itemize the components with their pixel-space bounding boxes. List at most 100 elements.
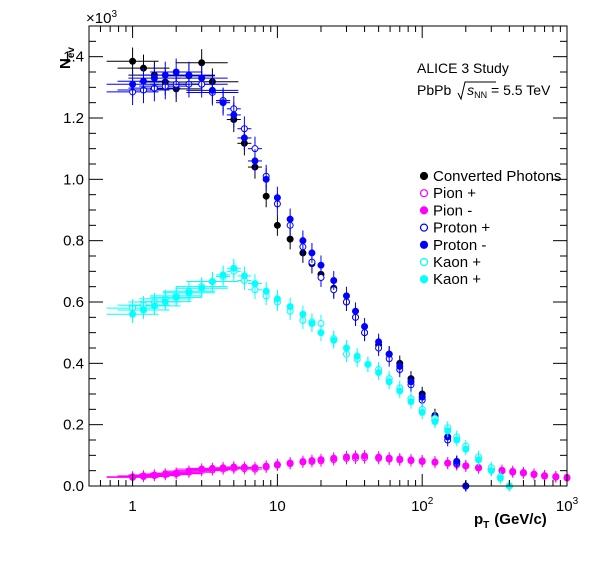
data-point — [353, 352, 361, 360]
data-point — [273, 461, 281, 469]
data-point — [342, 344, 350, 352]
data-point — [453, 457, 461, 465]
data-point — [308, 457, 316, 465]
data-point — [444, 427, 452, 435]
series-layer — [106, 47, 571, 492]
data-point — [219, 99, 227, 107]
x-tick-label: 10 — [269, 498, 286, 515]
data-point — [375, 369, 383, 377]
y-tick-label: 0.8 — [63, 233, 84, 250]
data-point — [150, 74, 158, 82]
legend-label: Converted Photons — [433, 168, 561, 185]
data-point — [219, 464, 227, 472]
data-point — [431, 458, 439, 466]
data-point — [364, 360, 372, 368]
data-point — [150, 302, 158, 310]
data-point — [330, 454, 338, 462]
data-point — [286, 303, 294, 311]
legend-label: Proton - — [433, 237, 486, 254]
data-point — [509, 467, 517, 475]
data-point — [342, 292, 350, 300]
y-tick-label: 1.2 — [63, 110, 84, 127]
data-point — [317, 456, 325, 464]
y-tick-label: 1.4 — [63, 49, 84, 66]
data-point — [240, 134, 248, 142]
data-point — [139, 77, 147, 85]
legend-marker — [419, 171, 429, 181]
data-point — [251, 157, 259, 165]
data-point — [475, 456, 483, 464]
data-point — [418, 393, 426, 401]
data-point — [352, 307, 360, 315]
data-point — [208, 464, 216, 472]
data-point — [407, 456, 415, 464]
x-tick-label: 102 — [411, 496, 434, 515]
data-point — [230, 264, 238, 272]
data-point — [418, 457, 426, 465]
data-point — [185, 289, 193, 297]
data-point — [396, 362, 404, 370]
x-tick-label: 103 — [556, 496, 579, 515]
legend-label: Kaon + — [433, 271, 481, 288]
x-tick-label: 1 — [128, 498, 136, 515]
data-point — [541, 472, 549, 480]
data-point — [375, 453, 383, 461]
data-point — [286, 235, 294, 243]
y-exponent: ×103 — [86, 9, 117, 27]
y-tick-label: 0.2 — [63, 417, 84, 434]
y-tick-label: 0.6 — [63, 294, 84, 311]
data-point — [240, 463, 248, 471]
data-point — [308, 319, 316, 327]
sqrt-sign — [457, 81, 496, 101]
series-3 — [106, 71, 470, 492]
data-point — [230, 463, 238, 471]
data-point — [172, 293, 180, 301]
data-point — [139, 306, 147, 314]
data-point — [262, 175, 270, 183]
series-2 — [106, 449, 571, 483]
data-point — [299, 310, 307, 318]
data-point — [385, 350, 393, 358]
data-point — [407, 378, 415, 386]
data-point — [330, 277, 338, 285]
data-point — [385, 378, 393, 386]
annotation-line1: ALICE 3 Study — [417, 60, 509, 76]
data-point — [487, 467, 495, 475]
data-point — [230, 111, 238, 119]
ticks-layer: 1 10 102 103 0.0 0.2 0.4 0.6 0.8 1.0 1.2 1.4 — [63, 25, 579, 515]
y-tick-label: 0.0 — [63, 478, 84, 495]
legend-marker — [419, 223, 429, 232]
data-point — [198, 465, 206, 473]
data-point — [317, 273, 325, 281]
y-axis-label: Nev — [57, 47, 77, 69]
data-point — [375, 338, 383, 346]
data-point — [317, 261, 325, 269]
data-point — [185, 71, 193, 79]
data-point — [330, 336, 338, 344]
data-point — [299, 237, 307, 245]
data-point — [262, 462, 270, 470]
legend-label: Pion - — [433, 202, 472, 219]
data-point — [444, 459, 452, 467]
data-point — [462, 445, 470, 453]
data-point — [129, 57, 137, 65]
data-point — [273, 194, 281, 202]
data-point — [418, 408, 426, 416]
data-point — [273, 221, 281, 229]
legend-marker — [419, 206, 429, 215]
data-point — [198, 284, 206, 292]
data-point — [407, 398, 415, 406]
data-point — [208, 278, 216, 286]
data-point — [286, 459, 294, 467]
legend-label: Kaon + — [433, 254, 481, 271]
data-point — [286, 215, 294, 223]
y-tick-label: 0.4 — [63, 355, 84, 372]
data-point — [453, 436, 461, 444]
series-5 — [106, 261, 513, 492]
data-point — [519, 469, 527, 477]
data-point — [396, 455, 404, 463]
data-point — [129, 80, 137, 88]
data-point — [240, 272, 248, 280]
svg-text:PbPb sNN = 5.5 TeV: PbPb sNN = 5.5 TeV — [417, 82, 551, 100]
